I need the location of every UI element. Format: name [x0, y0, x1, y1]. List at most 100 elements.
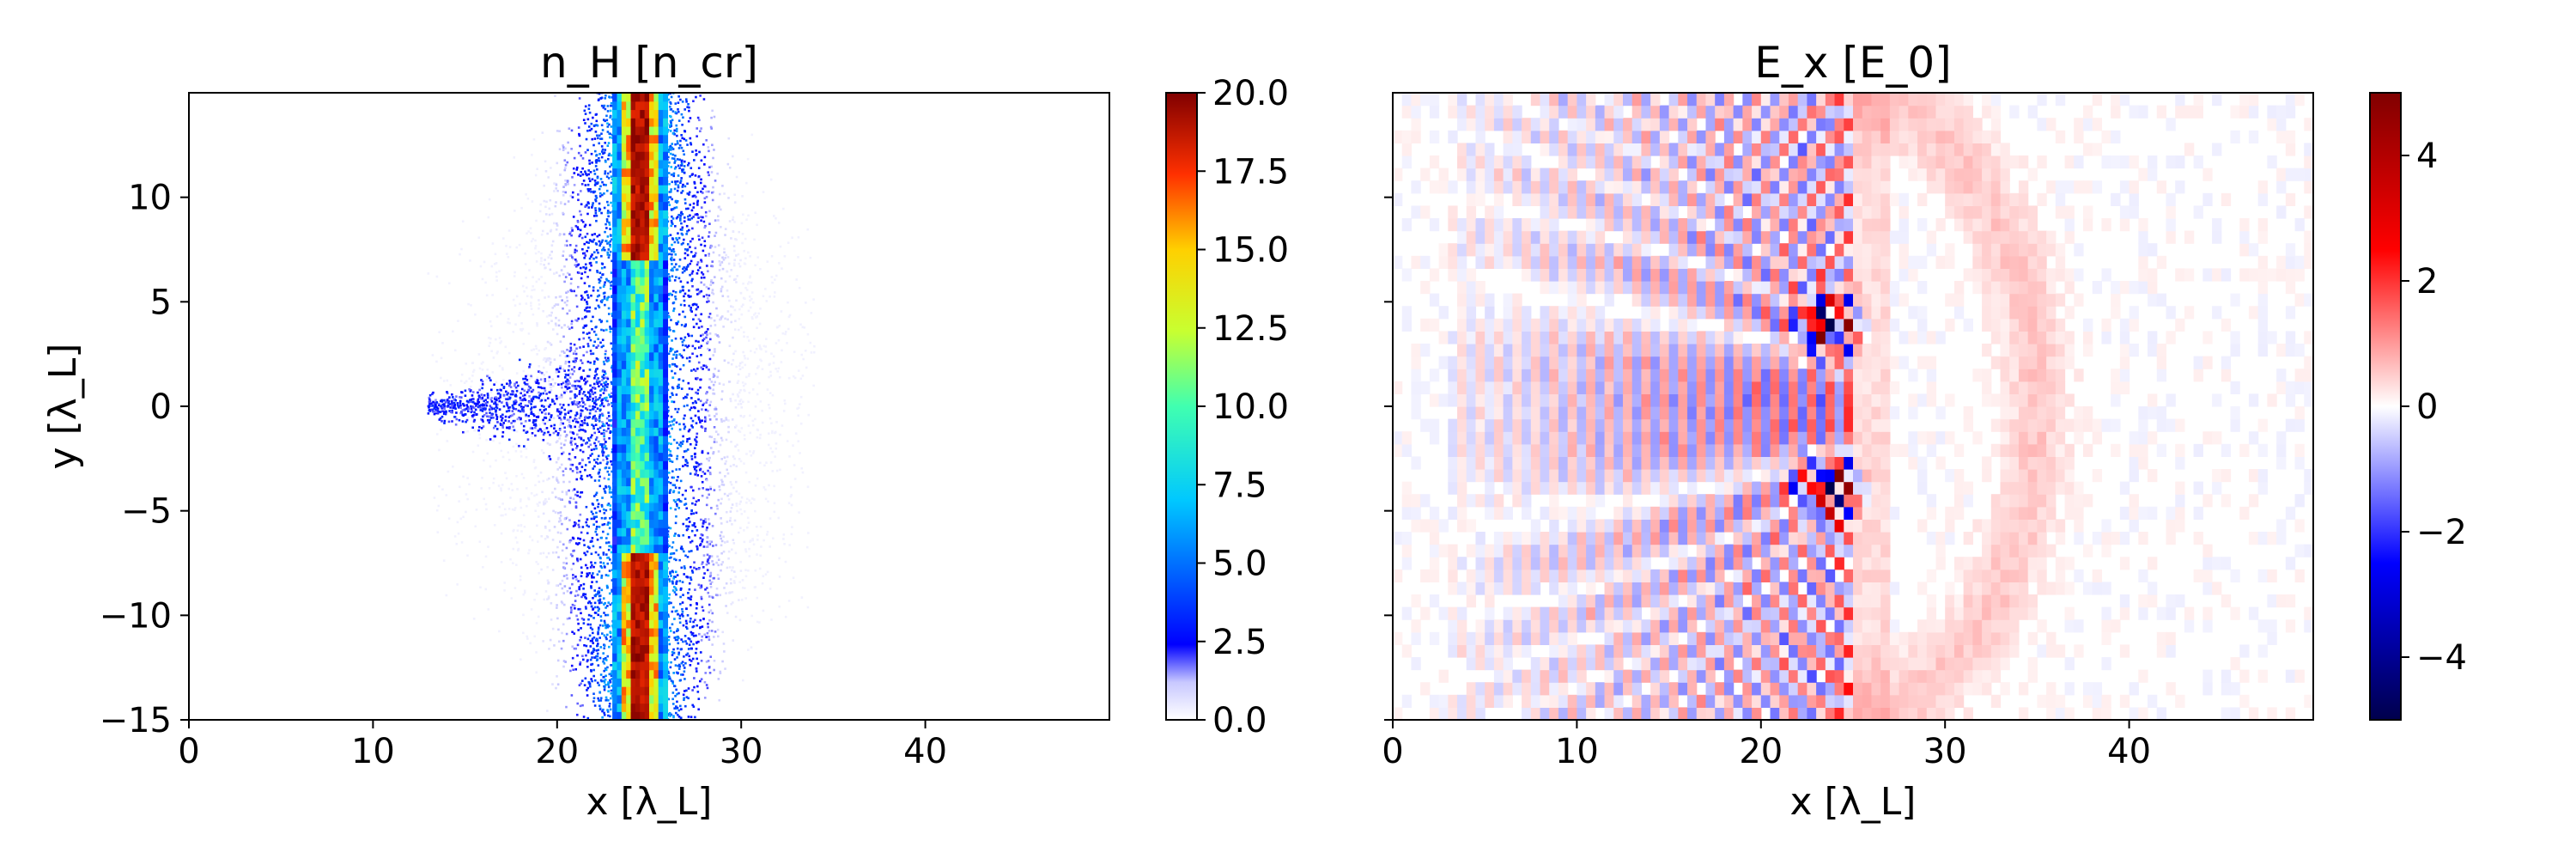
- density-point: [584, 382, 586, 386]
- density-point: [596, 458, 599, 460]
- density-point: [555, 184, 558, 186]
- density-point: [677, 642, 680, 645]
- density-point: [526, 374, 530, 377]
- density-point: [685, 528, 689, 532]
- density-point: [698, 150, 701, 154]
- density-point: [684, 554, 687, 557]
- density-point: [568, 244, 572, 247]
- density-point: [677, 95, 680, 98]
- density-point: [725, 418, 728, 421]
- density-point: [798, 511, 800, 514]
- density-point: [515, 372, 519, 375]
- density-point: [570, 320, 574, 323]
- density-point: [596, 655, 599, 658]
- density-point: [584, 235, 587, 239]
- density-point: [576, 559, 580, 563]
- density-point: [564, 362, 568, 365]
- density-point: [487, 545, 489, 548]
- density-point: [727, 430, 730, 434]
- density-point: [667, 597, 671, 600]
- density-point: [586, 343, 590, 345]
- density-point: [484, 281, 487, 284]
- density-point: [562, 623, 565, 626]
- density-point: [668, 578, 671, 581]
- density-point: [576, 380, 579, 382]
- density-point: [775, 469, 779, 472]
- density-point: [741, 586, 744, 589]
- density-point: [526, 637, 529, 640]
- density-point: [579, 346, 581, 349]
- density-point: [735, 281, 738, 283]
- density-point: [690, 550, 693, 552]
- density-point: [596, 270, 598, 272]
- density-point: [446, 440, 449, 442]
- density-point: [602, 562, 605, 564]
- density-point: [607, 698, 610, 702]
- density-point: [789, 485, 793, 489]
- density-point: [580, 277, 583, 280]
- density-point: [682, 522, 685, 526]
- density-point: [708, 254, 710, 257]
- density-point: [600, 503, 604, 507]
- density-point: [604, 621, 606, 624]
- density-point: [702, 283, 706, 286]
- density-point: [580, 679, 584, 682]
- density-point: [600, 266, 604, 270]
- density-point: [561, 579, 564, 582]
- density-point: [584, 184, 587, 186]
- density-point: [526, 635, 529, 638]
- density-point: [767, 403, 770, 406]
- density-point: [697, 417, 701, 421]
- density-point: [580, 443, 584, 447]
- density-point: [572, 574, 574, 576]
- density-point: [552, 385, 555, 387]
- density-point: [546, 535, 550, 539]
- density-point: [784, 332, 787, 336]
- density-point: [762, 295, 765, 298]
- density-point: [711, 291, 714, 295]
- density-point: [566, 589, 569, 593]
- density-point: [518, 243, 521, 247]
- density-point: [771, 393, 775, 397]
- density-point: [687, 344, 690, 347]
- density-point: [511, 508, 514, 511]
- density-point: [735, 365, 738, 369]
- density-point: [556, 303, 560, 306]
- density-point: [513, 389, 516, 392]
- density-point: [565, 574, 568, 576]
- density-point: [536, 353, 538, 356]
- density-point: [673, 279, 677, 282]
- density-point: [686, 230, 689, 233]
- density-point: [610, 545, 612, 548]
- density-point: [574, 606, 576, 610]
- density-point: [593, 190, 597, 193]
- density-point: [674, 364, 677, 368]
- density-point: [710, 436, 714, 439]
- density-point: [563, 517, 567, 521]
- density-point: [555, 371, 558, 374]
- density-point: [582, 265, 585, 269]
- density-point: [724, 667, 726, 670]
- density-point: [695, 568, 698, 570]
- density-point: [703, 416, 707, 419]
- density-point: [686, 253, 690, 257]
- density-point: [562, 211, 564, 215]
- density-point: [733, 259, 737, 262]
- density-point: [606, 655, 610, 658]
- density-point: [530, 240, 533, 243]
- density-point: [672, 651, 676, 655]
- density-point: [744, 237, 747, 241]
- density-point: [753, 314, 756, 316]
- density-point: [683, 450, 686, 453]
- density-point: [674, 166, 677, 168]
- density-point: [596, 134, 598, 137]
- density-point: [594, 113, 598, 116]
- density-point: [736, 274, 738, 277]
- density-point: [687, 525, 690, 528]
- density-point: [531, 154, 533, 156]
- density-point: [739, 414, 743, 417]
- density-point: [497, 484, 501, 487]
- density-point: [579, 461, 581, 465]
- density-point: [574, 522, 577, 525]
- density-point: [532, 460, 536, 464]
